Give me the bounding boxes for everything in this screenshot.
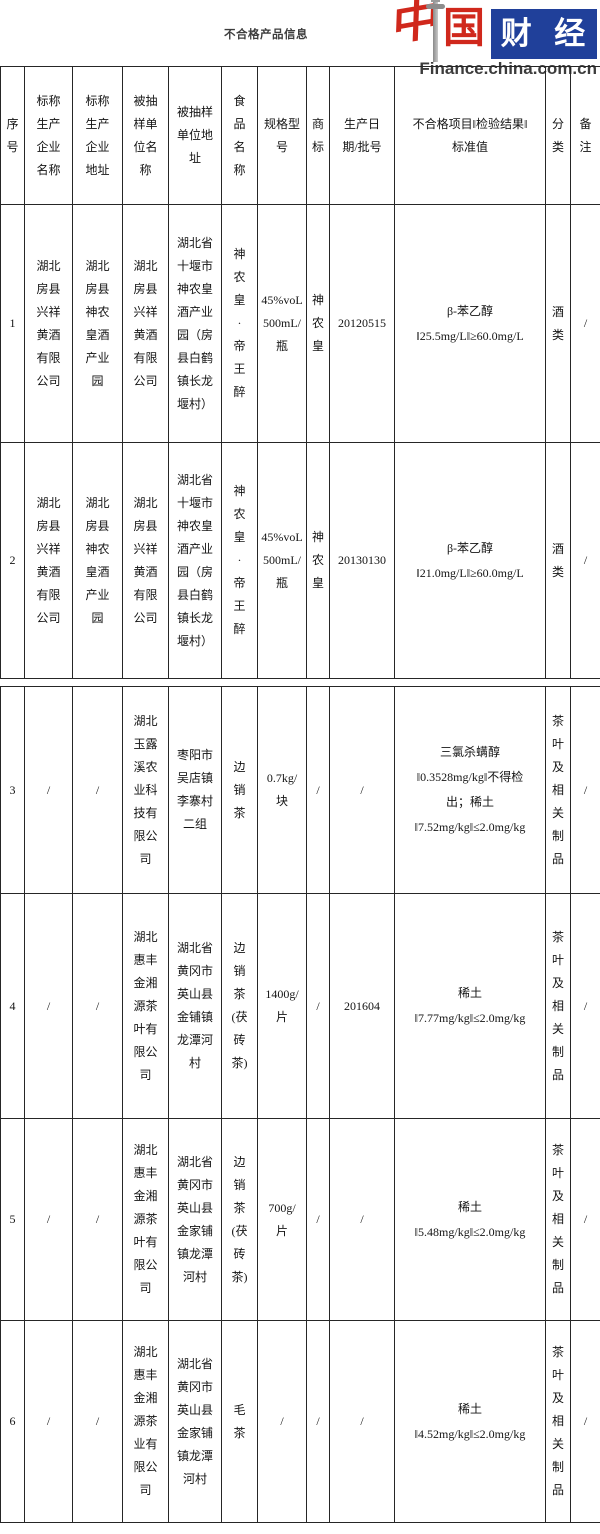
header-spec: 规格型 号	[257, 66, 307, 205]
cell-remark: /	[570, 1320, 600, 1523]
cell-serial: 3	[0, 686, 25, 894]
cell-producer-name: 湖北 房县 兴祥 黄酒 有限 公司	[24, 442, 73, 679]
china-finance-logo: 中 国 财 经	[392, 0, 597, 62]
header-category: 分 类	[545, 66, 571, 205]
table-row: 4 / / 湖北 惠丰 金湘 源茶 叶有 限公 司 湖北省 黄冈市 英山县 金铺…	[0, 893, 600, 1119]
cell-result: 稀土 ‖4.52mg/kg‖≤2.0mg/kg	[394, 1320, 546, 1523]
cell-sampled-unit-name: 湖北 玉露 溪农 业科 技有 限公 司	[122, 686, 169, 894]
cell-producer-address: 湖北 房县 神农 皇酒 产业 园	[72, 204, 123, 443]
cell-sampled-unit-name: 湖北 惠丰 金湘 源茶 叶有 限公 司	[122, 1118, 169, 1321]
cell-brand: /	[306, 1118, 330, 1321]
cell-spec: 700g/ 片	[257, 1118, 307, 1321]
cell-result: β-苯乙醇 ‖21.0mg/L‖≥60.0mg/L	[394, 442, 546, 679]
cell-serial: 2	[0, 442, 25, 679]
cell-brand: /	[306, 686, 330, 894]
cell-producer-address: /	[72, 686, 123, 894]
cell-spec: 45%voL 500mL/ 瓶	[257, 442, 307, 679]
products-table-part2: 3 / / 湖北 玉露 溪农 业科 技有 限公 司 枣阳市 吴店镇 李寨村 二组…	[0, 686, 600, 1523]
cell-serial: 6	[0, 1320, 25, 1523]
cell-sampled-unit-address: 枣阳市 吴店镇 李寨村 二组	[168, 686, 222, 894]
cell-spec: 45%voL 500mL/ 瓶	[257, 204, 307, 443]
cell-producer-name: /	[24, 1118, 73, 1321]
page-title: 不合格产品信息	[224, 29, 308, 41]
table-row: 5 / / 湖北 惠丰 金湘 源茶 叶有 限公 司 湖北省 黄冈市 英山县 金家…	[0, 1118, 600, 1321]
cell-category: 茶 叶 及 相 关 制 品	[545, 893, 571, 1119]
cell-sampled-unit-address: 湖北省 黄冈市 英山县 金铺镇 龙潭河 村	[168, 893, 222, 1119]
table-row: 1 湖北 房县 兴祥 黄酒 有限 公司 湖北 房县 神农 皇酒 产业 园 湖北 …	[0, 204, 600, 443]
cell-category: 茶 叶 及 相 关 制 品	[545, 1320, 571, 1523]
cell-category: 茶 叶 及 相 关 制 品	[545, 686, 571, 894]
cell-brand: 神 农 皇	[306, 442, 330, 679]
cell-producer-name: /	[24, 893, 73, 1119]
cell-food-name: 边 销 茶 (茯 砖 茶)	[221, 1118, 258, 1321]
header-remark: 备 注	[570, 66, 600, 205]
cell-brand: /	[306, 893, 330, 1119]
cell-category: 酒 类	[545, 442, 571, 679]
cell-sampled-unit-address: 湖北省 十堰市 神农皇 酒产业 园（房 县白鹤 镇长龙 堰村）	[168, 442, 222, 679]
cell-spec: 1400g/ 片	[257, 893, 307, 1119]
cell-production-date: /	[329, 1320, 395, 1523]
cell-sampled-unit-address: 湖北省 十堰市 神农皇 酒产业 园（房 县白鹤 镇长龙 堰村）	[168, 204, 222, 443]
cell-producer-address: 湖北 房县 神农 皇酒 产业 园	[72, 442, 123, 679]
cell-brand: 神 农 皇	[306, 204, 330, 443]
cell-result: β-苯乙醇 ‖25.5mg/L‖≥60.0mg/L	[394, 204, 546, 443]
cell-production-date: 201604	[329, 893, 395, 1119]
header-sampled-unit-name: 被抽 样单 位名 称	[122, 66, 169, 205]
products-table-part1: 序 号 标称 生产 企业 名称 标称 生产 企业 地址 被抽 样单 位名 称 被…	[0, 66, 600, 679]
cell-serial: 1	[0, 204, 25, 443]
cell-food-name: 边 销 茶	[221, 686, 258, 894]
cell-producer-name: 湖北 房县 兴祥 黄酒 有限 公司	[24, 204, 73, 443]
cell-spec: /	[257, 1320, 307, 1523]
cell-serial: 5	[0, 1118, 25, 1321]
cell-producer-address: /	[72, 893, 123, 1119]
cell-sampled-unit-name: 湖北 房县 兴祥 黄酒 有限 公司	[122, 204, 169, 443]
cell-food-name: 边 销 茶 (茯 砖 茶)	[221, 893, 258, 1119]
table-header-row: 序 号 标称 生产 企业 名称 标称 生产 企业 地址 被抽 样单 位名 称 被…	[0, 66, 600, 205]
cell-sampled-unit-name: 湖北 房县 兴祥 黄酒 有限 公司	[122, 442, 169, 679]
cell-serial: 4	[0, 893, 25, 1119]
cell-remark: /	[570, 1118, 600, 1321]
header-producer-name: 标称 生产 企业 名称	[24, 66, 73, 205]
cell-production-date: /	[329, 1118, 395, 1321]
cell-production-date: 20130130	[329, 442, 395, 679]
cell-sampled-unit-name: 湖北 惠丰 金湘 源茶 叶有 限公 司	[122, 893, 169, 1119]
header-result: 不合格项目‖检验结果‖ 标准值	[394, 66, 546, 205]
cell-food-name: 神 农 皇 · 帝 王 醉	[221, 442, 258, 679]
header-brand: 商 标	[306, 66, 330, 205]
cell-brand: /	[306, 1320, 330, 1523]
cell-remark: /	[570, 893, 600, 1119]
cell-result: 稀土 ‖7.77mg/kg‖≤2.0mg/kg	[394, 893, 546, 1119]
cell-remark: /	[570, 204, 600, 443]
cell-production-date: 20120515	[329, 204, 395, 443]
cell-production-date: /	[329, 686, 395, 894]
cell-sampled-unit-address: 湖北省 黄冈市 英山县 金家铺 镇龙潭 河村	[168, 1320, 222, 1523]
cell-sampled-unit-address: 湖北省 黄冈市 英山县 金家铺 镇龙潭 河村	[168, 1118, 222, 1321]
cell-food-name: 神 农 皇 · 帝 王 醉	[221, 204, 258, 443]
cell-producer-name: /	[24, 1320, 73, 1523]
table-row: 3 / / 湖北 玉露 溪农 业科 技有 限公 司 枣阳市 吴店镇 李寨村 二组…	[0, 686, 600, 894]
cell-spec: 0.7kg/ 块	[257, 686, 307, 894]
cell-category: 茶 叶 及 相 关 制 品	[545, 1118, 571, 1321]
brand-guo-glyph: 国	[443, 6, 486, 52]
brand-caijing-box: 财 经	[491, 9, 597, 59]
cell-remark: /	[570, 442, 600, 679]
table-row: 2 湖北 房县 兴祥 黄酒 有限 公司 湖北 房县 神农 皇酒 产业 园 湖北 …	[0, 442, 600, 679]
header-producer-address: 标称 生产 企业 地址	[72, 66, 123, 205]
header-food-name: 食 品 名 称	[221, 66, 258, 205]
header-sampled-unit-address: 被抽样 单位地 址	[168, 66, 222, 205]
table-row: 6 / / 湖北 惠丰 金湘 源茶 业有 限公 司 湖北省 黄冈市 英山县 金家…	[0, 1320, 600, 1523]
cell-remark: /	[570, 686, 600, 894]
cell-result: 稀土 ‖5.48mg/kg‖≤2.0mg/kg	[394, 1118, 546, 1321]
cell-food-name: 毛 茶	[221, 1320, 258, 1523]
cell-producer-address: /	[72, 1118, 123, 1321]
cell-result: 三氯杀螨醇 ‖0.3528mg/kg‖不得检 出；稀土 ‖7.52mg/kg‖≤…	[394, 686, 546, 894]
cell-sampled-unit-name: 湖北 惠丰 金湘 源茶 业有 限公 司	[122, 1320, 169, 1523]
cell-producer-name: /	[24, 686, 73, 894]
header-production-date: 生产日 期/批号	[329, 66, 395, 205]
sword-icon	[426, 0, 445, 62]
cell-category: 酒 类	[545, 204, 571, 443]
header-serial: 序 号	[0, 66, 25, 205]
cell-producer-address: /	[72, 1320, 123, 1523]
